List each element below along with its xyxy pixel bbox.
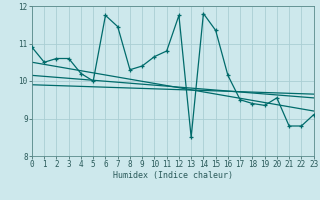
X-axis label: Humidex (Indice chaleur): Humidex (Indice chaleur) [113,171,233,180]
